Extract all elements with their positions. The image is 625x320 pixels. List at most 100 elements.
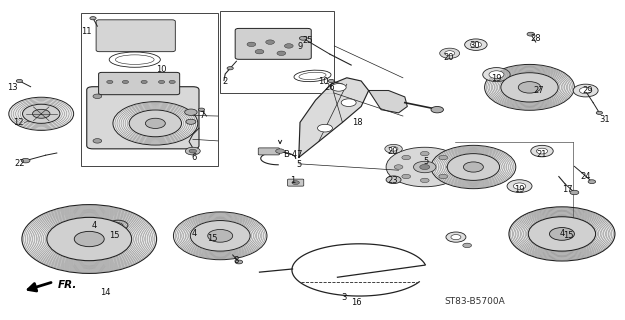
Circle shape (159, 80, 165, 84)
Circle shape (445, 51, 454, 56)
Circle shape (146, 118, 166, 128)
Circle shape (579, 87, 592, 94)
Circle shape (528, 217, 596, 251)
FancyBboxPatch shape (288, 179, 304, 186)
Text: 23: 23 (387, 176, 398, 185)
Circle shape (9, 97, 74, 130)
Circle shape (470, 42, 481, 48)
Circle shape (129, 110, 181, 137)
Text: 6: 6 (191, 153, 197, 162)
Circle shape (464, 39, 487, 50)
Circle shape (108, 220, 128, 230)
Circle shape (482, 68, 510, 82)
Text: 16: 16 (351, 298, 361, 307)
Text: 18: 18 (352, 118, 362, 127)
Text: 9: 9 (298, 42, 302, 52)
Polygon shape (369, 91, 408, 113)
Circle shape (32, 109, 50, 118)
Circle shape (484, 64, 574, 110)
Circle shape (93, 94, 102, 99)
Text: 14: 14 (100, 288, 111, 297)
Text: B-47: B-47 (282, 150, 302, 159)
Circle shape (189, 149, 196, 153)
Text: FR.: FR. (58, 280, 78, 290)
Circle shape (198, 108, 204, 111)
Circle shape (440, 48, 459, 58)
Circle shape (451, 235, 461, 240)
Text: 12: 12 (13, 118, 23, 127)
Circle shape (570, 190, 579, 195)
Bar (220, 11, 334, 93)
Text: 15: 15 (109, 231, 119, 240)
Circle shape (509, 207, 615, 261)
Text: 28: 28 (531, 34, 541, 43)
Circle shape (394, 165, 403, 169)
Text: 4: 4 (191, 229, 197, 238)
Text: 5: 5 (296, 160, 301, 169)
Circle shape (21, 158, 30, 163)
Circle shape (16, 79, 22, 83)
Circle shape (507, 180, 532, 193)
Circle shape (173, 212, 267, 260)
Circle shape (527, 32, 534, 36)
Text: ST83-B5700A: ST83-B5700A (444, 297, 505, 306)
Circle shape (431, 107, 444, 113)
Circle shape (341, 99, 356, 107)
Circle shape (277, 51, 286, 55)
Circle shape (562, 233, 572, 238)
Text: 24: 24 (581, 172, 591, 181)
Circle shape (331, 84, 346, 91)
Text: 25: 25 (302, 36, 312, 45)
FancyBboxPatch shape (99, 72, 179, 95)
Circle shape (208, 229, 232, 242)
Circle shape (448, 154, 499, 180)
Text: 30: 30 (469, 41, 480, 51)
Circle shape (74, 231, 104, 247)
Circle shape (186, 119, 196, 124)
Text: 31: 31 (599, 115, 609, 124)
Circle shape (549, 228, 574, 240)
Circle shape (93, 139, 102, 143)
Circle shape (389, 147, 398, 151)
Text: 10: 10 (156, 65, 167, 74)
Circle shape (489, 71, 504, 78)
Circle shape (446, 232, 466, 242)
Text: 15: 15 (563, 231, 573, 240)
Circle shape (421, 151, 429, 156)
Text: 1: 1 (290, 176, 295, 185)
Circle shape (122, 80, 129, 84)
Circle shape (169, 80, 175, 84)
Circle shape (190, 220, 250, 251)
Circle shape (318, 124, 332, 132)
Circle shape (573, 84, 598, 97)
Circle shape (266, 40, 274, 44)
Circle shape (402, 155, 411, 160)
Circle shape (141, 80, 148, 84)
Polygon shape (299, 78, 369, 157)
Text: 20: 20 (387, 147, 398, 156)
Circle shape (247, 42, 256, 47)
Circle shape (447, 165, 455, 169)
Text: 10: 10 (319, 77, 329, 86)
Circle shape (185, 147, 200, 155)
Text: 13: 13 (7, 83, 18, 92)
Text: 17: 17 (562, 185, 572, 194)
Circle shape (113, 102, 198, 145)
Text: 22: 22 (14, 159, 24, 168)
Text: 4: 4 (559, 229, 564, 238)
Circle shape (421, 178, 429, 183)
Circle shape (299, 36, 307, 40)
Circle shape (518, 82, 541, 93)
Circle shape (208, 235, 217, 239)
Circle shape (90, 17, 96, 20)
Text: 4: 4 (92, 221, 97, 230)
Circle shape (385, 144, 402, 153)
Circle shape (596, 111, 602, 115)
Text: 21: 21 (537, 150, 548, 159)
Circle shape (557, 231, 577, 241)
Circle shape (47, 217, 132, 261)
Text: 8: 8 (234, 256, 239, 265)
Text: 19: 19 (514, 185, 525, 194)
Text: 19: 19 (491, 74, 502, 83)
Circle shape (292, 181, 299, 185)
